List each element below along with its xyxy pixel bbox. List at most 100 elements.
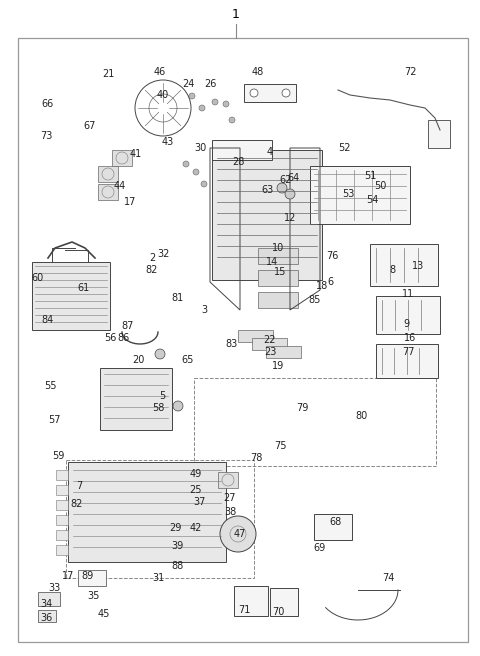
- Bar: [56, 500, 68, 510]
- Text: 61: 61: [78, 283, 90, 293]
- Text: 56: 56: [104, 333, 116, 343]
- Text: 15: 15: [274, 267, 286, 277]
- Bar: [218, 472, 238, 488]
- Text: 3: 3: [201, 305, 207, 315]
- Bar: [32, 262, 110, 330]
- Circle shape: [199, 105, 205, 111]
- Text: 74: 74: [382, 573, 394, 583]
- Text: 54: 54: [366, 195, 378, 205]
- Text: 11: 11: [402, 289, 414, 299]
- Bar: [78, 570, 106, 586]
- Text: 48: 48: [252, 67, 264, 77]
- Bar: [310, 166, 410, 224]
- Bar: [56, 470, 68, 480]
- Bar: [68, 462, 226, 562]
- Text: 89: 89: [82, 571, 94, 581]
- Bar: [234, 586, 268, 616]
- Bar: [244, 84, 296, 102]
- Text: 62: 62: [280, 175, 292, 185]
- Text: 23: 23: [264, 347, 276, 357]
- Text: 4: 4: [267, 147, 273, 157]
- Circle shape: [229, 117, 235, 123]
- Circle shape: [285, 189, 295, 199]
- Text: 10: 10: [272, 243, 284, 253]
- Bar: [376, 344, 438, 378]
- Bar: [38, 592, 60, 606]
- Text: 24: 24: [182, 79, 194, 89]
- Text: 82: 82: [71, 499, 83, 509]
- Bar: [252, 338, 287, 350]
- Text: 86: 86: [118, 333, 130, 343]
- Text: 38: 38: [224, 507, 236, 517]
- Circle shape: [201, 181, 207, 187]
- Bar: [66, 460, 254, 578]
- Text: 73: 73: [40, 131, 52, 141]
- Bar: [428, 120, 450, 148]
- Text: 63: 63: [262, 185, 274, 195]
- Text: 82: 82: [146, 265, 158, 275]
- Text: 83: 83: [226, 339, 238, 349]
- Text: 81: 81: [172, 293, 184, 303]
- Bar: [370, 244, 438, 286]
- Text: 41: 41: [130, 149, 142, 159]
- Bar: [212, 150, 322, 280]
- Circle shape: [277, 183, 287, 193]
- Text: 60: 60: [32, 273, 44, 283]
- Text: 9: 9: [403, 319, 409, 329]
- Text: 31: 31: [152, 573, 164, 583]
- Text: 2: 2: [149, 253, 155, 263]
- Text: 45: 45: [98, 609, 110, 619]
- Text: 47: 47: [234, 529, 246, 539]
- Bar: [56, 485, 68, 495]
- Text: 80: 80: [356, 411, 368, 421]
- Bar: [38, 610, 56, 622]
- Text: 8: 8: [389, 265, 395, 275]
- Text: 12: 12: [284, 213, 296, 223]
- Text: 14: 14: [266, 257, 278, 267]
- Bar: [266, 346, 301, 358]
- Text: 19: 19: [272, 361, 284, 371]
- Circle shape: [223, 101, 229, 107]
- Text: 59: 59: [52, 451, 64, 461]
- Bar: [98, 184, 118, 200]
- Text: 35: 35: [88, 591, 100, 601]
- Text: 36: 36: [40, 613, 52, 623]
- Text: 17: 17: [62, 571, 74, 581]
- Bar: [258, 270, 298, 286]
- Text: 64: 64: [288, 173, 300, 183]
- Text: 43: 43: [162, 137, 174, 147]
- Text: 78: 78: [250, 453, 262, 463]
- Text: 50: 50: [374, 181, 386, 191]
- Circle shape: [189, 93, 195, 99]
- Text: 27: 27: [224, 493, 236, 503]
- Text: 21: 21: [102, 69, 114, 79]
- Text: 26: 26: [204, 79, 216, 89]
- Text: 69: 69: [314, 543, 326, 553]
- Text: 58: 58: [152, 403, 164, 413]
- Bar: [112, 150, 132, 166]
- Text: 18: 18: [316, 281, 328, 291]
- Text: 57: 57: [48, 415, 60, 425]
- Text: 51: 51: [364, 171, 376, 181]
- Text: 71: 71: [238, 605, 250, 615]
- Text: 53: 53: [342, 189, 354, 199]
- Bar: [258, 292, 298, 308]
- Circle shape: [282, 89, 290, 97]
- Text: 28: 28: [232, 157, 244, 167]
- Bar: [56, 515, 68, 525]
- Text: 13: 13: [412, 261, 424, 271]
- Bar: [56, 530, 68, 540]
- Text: 66: 66: [42, 99, 54, 109]
- Text: 25: 25: [190, 485, 202, 495]
- Bar: [100, 368, 172, 430]
- Bar: [270, 588, 298, 616]
- Text: 65: 65: [182, 355, 194, 365]
- Circle shape: [220, 516, 256, 552]
- Text: 37: 37: [194, 497, 206, 507]
- Text: 33: 33: [48, 583, 60, 593]
- Bar: [376, 296, 440, 334]
- Text: 6: 6: [327, 277, 333, 287]
- Text: 16: 16: [404, 333, 416, 343]
- Circle shape: [212, 99, 218, 105]
- Text: 72: 72: [404, 67, 416, 77]
